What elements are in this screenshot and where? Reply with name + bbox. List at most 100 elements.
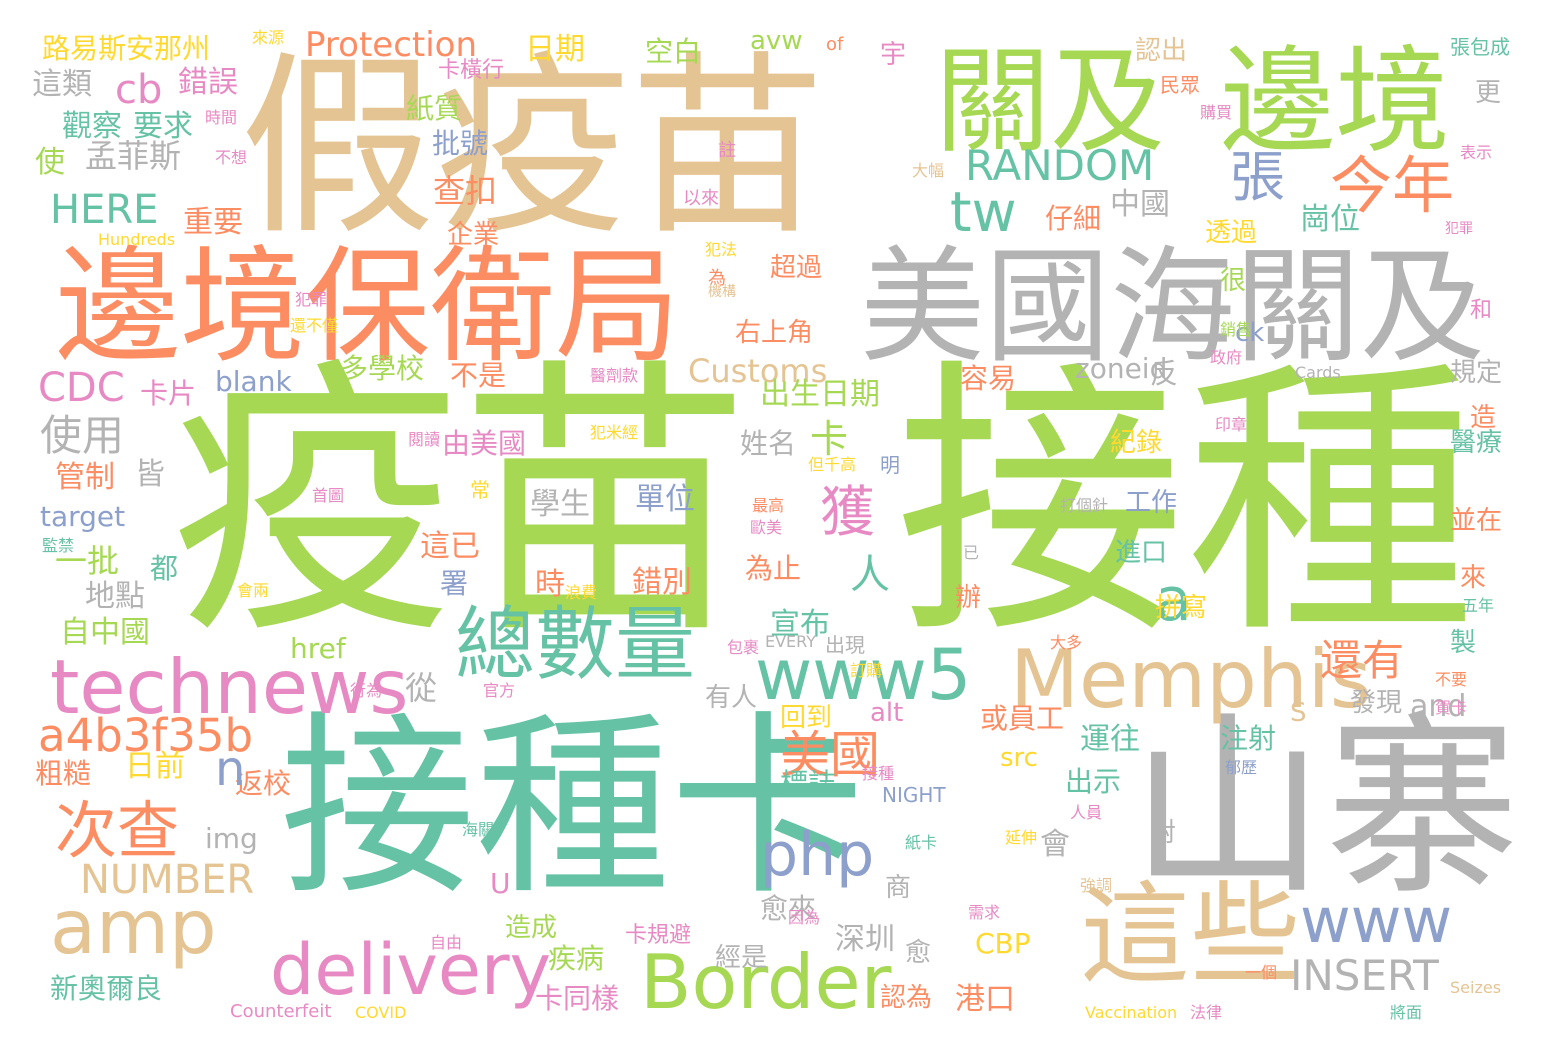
word-69: 署 <box>440 567 469 600</box>
word-113: 港口 <box>955 982 1015 1017</box>
word-175: 五年 <box>1462 596 1495 615</box>
word-190: 紙卡 <box>905 833 938 852</box>
word-114: 認為 <box>880 983 933 1013</box>
word-s-96: S <box>1290 698 1307 728</box>
word-130: 崗位 <box>1300 202 1360 237</box>
word-142: 時間 <box>205 108 238 127</box>
word-cb-34: cb <box>115 67 163 113</box>
word-174: 不要 <box>1435 670 1468 689</box>
word-169: 包裹 <box>727 638 760 657</box>
word-every-170: EVERY <box>765 632 817 651</box>
word-70: 出生日期 <box>760 377 880 412</box>
word-148: 為 <box>708 268 726 289</box>
word-158: 但千高 <box>808 455 857 474</box>
word-151: 銷售 <box>1220 320 1253 339</box>
word-144: 以來 <box>683 188 719 209</box>
word-101: 製 <box>1450 628 1477 658</box>
word-198: 來源 <box>252 28 285 47</box>
word-94: 拼寫 <box>1155 593 1208 623</box>
word-171: 訂購 <box>850 661 883 680</box>
word-41: 要求 <box>133 109 193 144</box>
word-95: 還有 <box>1320 636 1405 685</box>
word-covid-181: COVID <box>355 1003 407 1022</box>
word-126: 中國 <box>1110 187 1170 222</box>
word-157: 犯米經 <box>590 423 639 442</box>
word-108: 更 <box>1475 78 1502 108</box>
word-28: 張 <box>1230 145 1286 209</box>
word-38: 孟菲斯 <box>85 137 182 175</box>
word-9: 這些 <box>1080 871 1300 999</box>
word-target-50: target <box>40 500 126 533</box>
word-alt-122: alt <box>870 698 904 728</box>
word-129: 透過 <box>1205 218 1258 248</box>
word-of-140: of <box>826 34 844 55</box>
word-90: 紀錄 <box>1110 428 1163 458</box>
word-93: 辦 <box>955 583 982 613</box>
word-192: 人員 <box>1070 803 1103 822</box>
word-53: 自中國 <box>60 615 150 650</box>
word-78: 新奧爾良 <box>50 972 163 1005</box>
word-number-22: NUMBER <box>80 857 255 903</box>
word-165: 已 <box>963 543 980 562</box>
word-173: 大多 <box>1050 633 1083 652</box>
word-102: 並在 <box>1450 506 1503 536</box>
word-avw-33: avw <box>750 26 803 56</box>
word-59: 美國 <box>780 726 880 784</box>
word-128: 企業 <box>447 220 500 250</box>
word-161: 常 <box>470 478 490 502</box>
word-166: 歐美 <box>750 518 783 537</box>
word-154: 印章 <box>1215 415 1248 434</box>
word-1: 接種 <box>895 336 1475 673</box>
word-insert-24: INSERT <box>1290 951 1439 1000</box>
word-cards-153: Cards <box>1295 363 1341 382</box>
word-55: 從 <box>405 669 438 707</box>
word-86: 卡片 <box>140 377 197 410</box>
word-39: 錯誤 <box>178 65 238 100</box>
word-85: 由美國 <box>442 427 527 460</box>
word-187: 一個 <box>1245 963 1278 982</box>
word-76: 經是 <box>715 943 768 973</box>
word-vaccination-180: Vaccination <box>1085 1003 1178 1022</box>
word-71: 姓名 <box>740 427 797 460</box>
word-110: 標誌 <box>780 767 837 800</box>
word-img-117: img <box>205 822 258 855</box>
word-115: 會 <box>1040 827 1070 862</box>
word-0: 疫苗 <box>170 336 750 673</box>
word-99: 運往 <box>1080 722 1140 757</box>
word-139: 民眾 <box>1160 73 1200 97</box>
word-68: 都 <box>150 552 179 585</box>
word-67: 這已 <box>420 529 480 564</box>
word-107: 和 <box>1470 298 1493 323</box>
word-193: 郁歷 <box>1225 758 1258 777</box>
word-62: 人 <box>850 552 890 598</box>
word-184: 因為 <box>788 908 821 927</box>
word-123: 有人 <box>705 683 758 713</box>
word-80: 疾病 <box>548 942 605 975</box>
word-and-98: and <box>1410 689 1467 724</box>
word-here-35: HERE <box>50 187 159 233</box>
word-19: 次查 <box>55 794 180 867</box>
word-200: 機構 <box>708 284 736 300</box>
word-79: 卡同樣 <box>535 982 620 1015</box>
word-124: 回到 <box>780 703 833 733</box>
word-n-60: n <box>215 741 246 797</box>
word-105: 造 <box>1470 403 1497 433</box>
word-81: 造成 <box>505 913 558 943</box>
word-109: 出示 <box>1065 765 1122 798</box>
word-179: 法律 <box>1190 1003 1223 1022</box>
word-183: 自由 <box>430 933 463 952</box>
word-amp-15: amp <box>50 883 217 971</box>
word-border-14: Border <box>640 938 892 1026</box>
word-src-111: src <box>1000 743 1038 773</box>
word-164: 打個針 <box>1060 496 1109 515</box>
word-89: 容易 <box>960 362 1017 395</box>
word-blank-82: blank <box>215 365 292 398</box>
word-146: 表示 <box>1460 143 1493 162</box>
word-href-54: href <box>290 632 346 665</box>
word-43: 使 <box>35 145 65 180</box>
word-45: 批號 <box>432 127 489 160</box>
word-125: 或員工 <box>980 702 1065 735</box>
word-18: 今年 <box>1330 149 1455 222</box>
word-52: 地點 <box>85 579 145 614</box>
